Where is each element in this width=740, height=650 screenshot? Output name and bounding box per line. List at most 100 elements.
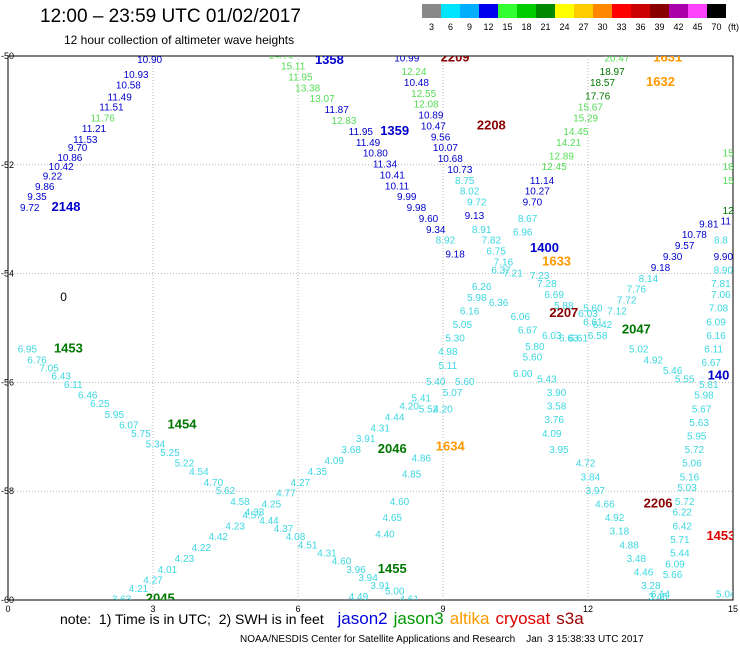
wave-height-label: 8.8: [714, 236, 728, 247]
y-tick-label: -56: [1, 377, 14, 387]
wave-height-label: 5.30: [445, 334, 465, 345]
wave-height-label: 5.98: [467, 293, 487, 304]
wave-height-label: 4.88: [619, 540, 639, 551]
wave-height-label: 3.90: [547, 388, 567, 399]
wave-height-label: 5.43: [537, 374, 557, 385]
wave-height-label: 9.18: [445, 249, 465, 260]
time-label: 1455: [378, 561, 407, 576]
wave-height-label: 6.16: [460, 306, 480, 317]
wave-height-label: 4.65: [383, 513, 403, 524]
y-tick-label: -52: [1, 160, 14, 170]
wave-height-label: 15: [723, 176, 735, 187]
wave-height-label: 4.33: [245, 508, 265, 519]
wave-height-label: 6.14: [651, 589, 671, 600]
wave-height-label: 15.29: [573, 113, 598, 124]
wave-height-label: 10.47: [421, 121, 446, 132]
wave-height-label: 6.42: [593, 320, 613, 331]
wave-height-label: 3.97: [586, 486, 606, 497]
wave-height-label: 6.46: [78, 391, 98, 402]
wave-height-label: 8.91: [472, 225, 492, 236]
wave-height-label: 4.23: [175, 554, 195, 565]
time-label: 2208: [477, 117, 506, 132]
legend-swatch: [460, 4, 479, 18]
wave-height-label: 11.49: [356, 138, 381, 149]
wave-height-label: 9.81: [699, 219, 719, 230]
wave-height-label: 5.80: [525, 342, 545, 353]
wave-height-label: 5.02: [629, 344, 649, 355]
wave-height-label: 7.82: [482, 236, 502, 247]
y-tick-label: -60: [1, 595, 14, 605]
time-label: 2148: [52, 199, 81, 214]
wave-height-label: 4.85: [402, 470, 422, 481]
legend-swatch: [536, 4, 555, 18]
wave-height-label: 9.18: [651, 263, 671, 274]
wave-height-label: 11: [721, 217, 732, 228]
time-label: 1632: [646, 74, 675, 89]
wave-height-label: 8.14: [639, 274, 659, 285]
wave-height-label: 4.37: [274, 524, 294, 535]
wave-height-label: 7.76: [627, 285, 647, 296]
legend-jason2: jason2: [337, 609, 388, 628]
wave-height-label: 18.57: [590, 78, 615, 89]
time-label: 1358: [315, 52, 344, 67]
wave-height-label: 15.11: [281, 62, 306, 73]
wave-height-label: 6.96: [513, 228, 533, 239]
wave-height-label: 4.20: [433, 404, 453, 415]
wave-height-label: 5.25: [160, 448, 180, 459]
legend-swatch: [555, 4, 574, 18]
time-label: 2045: [146, 591, 175, 606]
wave-height-label: 9.30: [663, 252, 683, 263]
wave-height-label: 4.44: [259, 516, 279, 527]
wave-height-label: 4.77: [276, 489, 296, 500]
wave-height-label: 4.27: [291, 478, 311, 489]
wave-height-label: 4.21: [129, 584, 149, 595]
wave-height-label: 5.66: [663, 570, 683, 581]
wave-height-label: 5.05: [453, 320, 473, 331]
wave-height-label: 10.48: [404, 78, 429, 89]
time-label: 2207: [549, 305, 578, 320]
wave-height-label: 10.90: [137, 55, 162, 66]
note-text: note: 1) Time is in UTC; 2) SWH is in fe…: [60, 611, 324, 627]
time-label: 1453: [706, 528, 735, 543]
time-label: 1454: [168, 417, 198, 432]
x-tick-label: 15: [728, 604, 738, 614]
legend-label: 3: [428, 22, 434, 32]
wave-height-label: 10.73: [447, 165, 472, 176]
wave-height-label: 4.54: [189, 467, 209, 478]
wave-height-label: 6.69: [544, 290, 564, 301]
wave-height-label: 11.34: [373, 160, 398, 171]
wave-height-label: 6.37: [491, 266, 511, 277]
legend-swatch: [422, 4, 441, 18]
y-tick-label: -50: [1, 51, 14, 61]
wave-height-label: 5.16: [680, 472, 700, 483]
wave-height-label: 6.11: [64, 380, 83, 391]
wave-height-label: 9.98: [407, 203, 427, 214]
wave-height-label: 12: [723, 206, 735, 217]
wave-height-label: 6.03: [578, 309, 598, 320]
wave-height-label: 6.58: [588, 331, 608, 342]
wave-height-label: 10.11: [385, 181, 410, 192]
wave-height-label: 4.70: [204, 478, 224, 489]
wave-height-label: 12.89: [549, 151, 574, 162]
wave-height-label: 3.68: [341, 445, 361, 456]
legend-label: 9: [466, 22, 472, 32]
wave-height-label: 4.61: [399, 595, 419, 606]
time-label: 1633: [542, 253, 571, 268]
wave-height-label: 12.55: [411, 89, 436, 100]
wave-height-label: 10.42: [49, 162, 74, 173]
wave-height-label: 10.58: [116, 81, 141, 92]
legend-cryosat: cryosat: [495, 609, 551, 628]
wave-height-label: 4.31: [370, 423, 390, 434]
wave-height-label: 9.57: [675, 241, 695, 252]
wave-height-label: 5.60: [455, 377, 475, 388]
wave-height-label: 4.25: [51, 627, 71, 638]
wave-height-label: 4.35: [308, 467, 328, 478]
wave-height-label: 6.26: [472, 282, 492, 293]
wave-height-label: 5.63: [689, 418, 709, 429]
wave-height-label: 9.60: [419, 214, 439, 225]
wave-height-label: 4.49: [349, 592, 369, 603]
wave-height-label: 4.08: [286, 532, 306, 543]
wave-height-label: 7.16: [494, 257, 514, 268]
wave-height-label: 3.58: [547, 402, 567, 413]
